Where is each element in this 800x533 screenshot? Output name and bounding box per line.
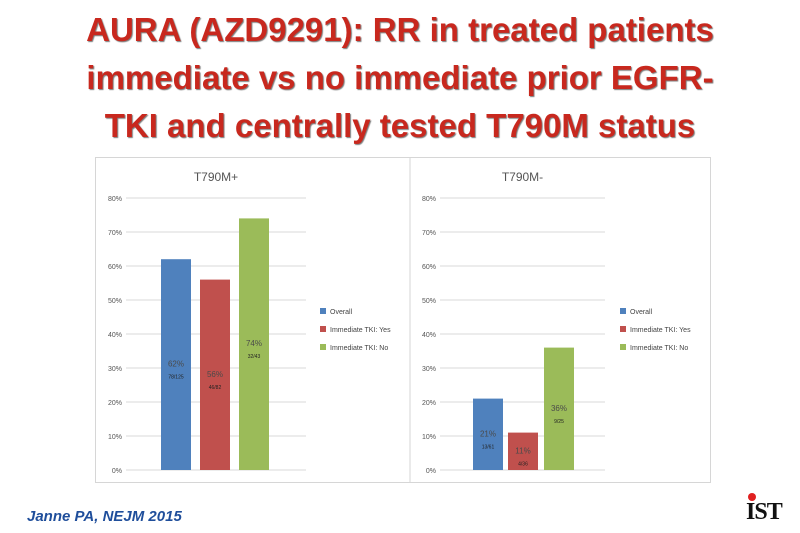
legend-label: Immediate TKI: No <box>630 345 688 352</box>
slide-title-line-2: immediate vs no immediate prior EGFR- <box>86 59 714 96</box>
slide-title: AURA (AZD9291): RR in treated patients i… <box>0 6 800 150</box>
count-label: 4/36 <box>518 461 528 467</box>
value-label: 62% <box>168 360 184 369</box>
value-label: 11% <box>515 446 530 455</box>
value-label: 21% <box>480 429 496 438</box>
legend-swatch <box>320 344 326 350</box>
value-label: 36% <box>551 404 567 413</box>
y-tick-label: 0% <box>112 468 122 475</box>
legend-swatch <box>320 308 326 314</box>
citation: Janne PA, NEJM 2015 <box>27 508 182 525</box>
y-tick-label: 70% <box>108 230 122 237</box>
legend-swatch <box>620 326 626 332</box>
legend-label: Overall <box>630 309 653 316</box>
bar <box>544 347 574 470</box>
chart-title: T790M+ <box>194 170 238 184</box>
bar <box>239 218 269 470</box>
y-tick-label: 50% <box>108 298 122 305</box>
y-tick-label: 20% <box>422 400 436 407</box>
bar <box>473 398 503 470</box>
legend-label: Immediate TKI: Yes <box>630 327 691 334</box>
y-tick-label: 80% <box>422 196 436 203</box>
y-tick-label: 60% <box>108 264 122 271</box>
count-label: 32/43 <box>248 354 261 360</box>
logo-text: IST <box>746 499 783 525</box>
y-tick-label: 80% <box>108 196 122 203</box>
ist-logo: IST <box>744 490 786 528</box>
legend-swatch <box>620 308 626 314</box>
bar <box>161 259 191 470</box>
slide-title-line-1: AURA (AZD9291): RR in treated patients <box>86 11 714 48</box>
y-tick-label: 40% <box>108 332 122 339</box>
legend-label: Immediate TKI: No <box>330 345 388 352</box>
y-tick-label: 50% <box>422 298 436 305</box>
y-tick-label: 10% <box>108 434 122 441</box>
count-label: 13/61 <box>482 444 495 450</box>
chart-container: T790M+ 0% 10% 20% 30% 40% 50% 60% 70% 80% 62% 78/12… <box>95 157 711 483</box>
slide-title-line-3: TKI and centrally tested T790M status <box>104 107 696 144</box>
value-label: 56% <box>207 370 223 379</box>
y-tick-label: 30% <box>108 366 122 373</box>
bar <box>508 432 538 470</box>
count-label: 9/25 <box>554 419 564 425</box>
count-label: 46/82 <box>209 385 222 391</box>
value-label: 74% <box>246 339 262 348</box>
y-tick-label: 30% <box>422 366 436 373</box>
y-tick-label: 20% <box>108 400 122 407</box>
count-label: 78/125 <box>168 375 184 381</box>
charts-svg: T790M+ 0% 10% 20% 30% 40% 50% 60% 70% 80% 62% 78/12… <box>108 158 691 482</box>
bar <box>200 279 230 470</box>
y-tick-label: 40% <box>422 332 436 339</box>
logo-dot-icon <box>748 493 756 501</box>
legend-swatch <box>320 326 326 332</box>
legend-label: Immediate TKI: Yes <box>330 327 391 334</box>
legend-label: Overall <box>330 309 353 316</box>
y-tick-label: 0% <box>426 468 436 475</box>
y-tick-label: 60% <box>422 264 436 271</box>
y-tick-label: 10% <box>422 434 436 441</box>
legend-swatch <box>620 344 626 350</box>
chart-title: T790M- <box>502 170 543 184</box>
y-tick-label: 70% <box>422 230 436 237</box>
